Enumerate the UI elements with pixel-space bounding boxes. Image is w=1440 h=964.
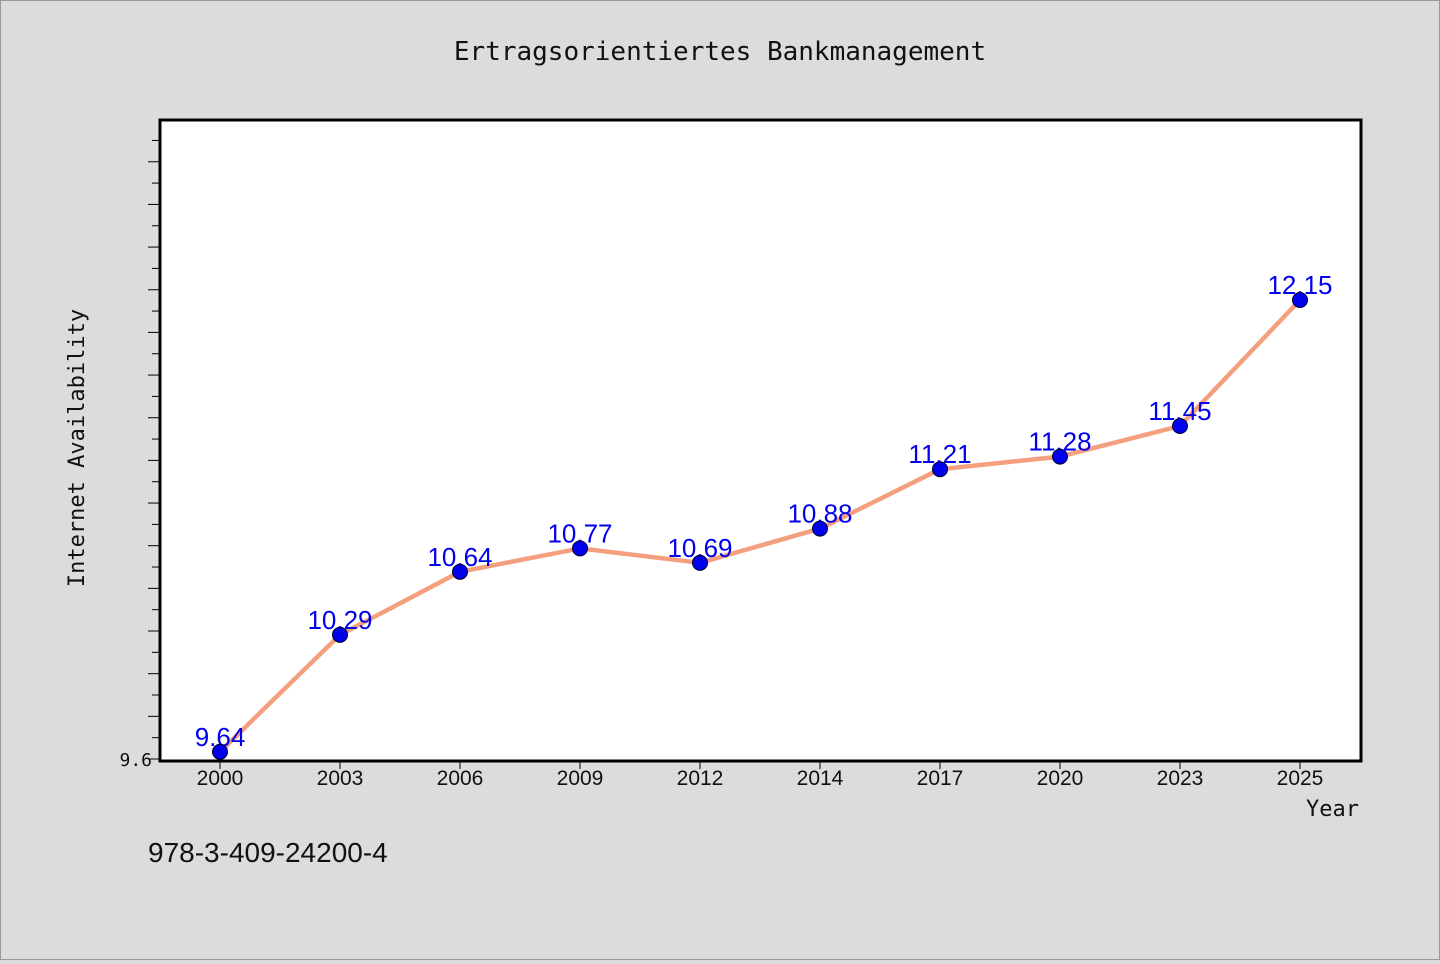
footer-isbn: 978-3-409-24200-4 [148,837,388,868]
x-tick-label: 2017 [917,767,964,790]
x-axis-title: Year [1306,797,1359,822]
x-tick-label: 2020 [1037,767,1084,790]
data-point [932,461,948,478]
x-tick-label: 2025 [1277,767,1324,790]
x-tick-label: 2003 [317,767,364,790]
data-point [1292,292,1308,308]
data-point [812,520,828,537]
data-point [452,563,468,580]
data-point [1172,418,1188,434]
x-axis-tick-labels: 2000 2003 2006 2009 2012 2014 2017 2020 2023 2025 [197,767,1324,790]
x-tick-label: 2014 [797,767,844,790]
x-tick-label: 2009 [557,767,604,790]
series-line [217,297,1303,755]
x-tick-label: 2023 [1157,767,1204,790]
x-tick-label: 2000 [197,767,244,790]
y-axis-title: Internet Availability [65,309,90,587]
series-markers [212,292,1308,760]
chart-title: Ertragsorientiertes Bankmanagement [454,37,986,67]
x-axis-ticks [219,761,1301,769]
y-tick-label: 9.6 [119,750,152,771]
data-point [212,743,228,760]
data-point [572,540,588,557]
plot-area [158,118,1363,763]
y-axis-ticks [148,139,160,760]
x-tick-label: 2012 [677,767,724,790]
data-point [692,554,708,571]
data-point [332,626,348,643]
x-tick-label: 2006 [437,767,484,790]
data-point [1052,448,1068,465]
